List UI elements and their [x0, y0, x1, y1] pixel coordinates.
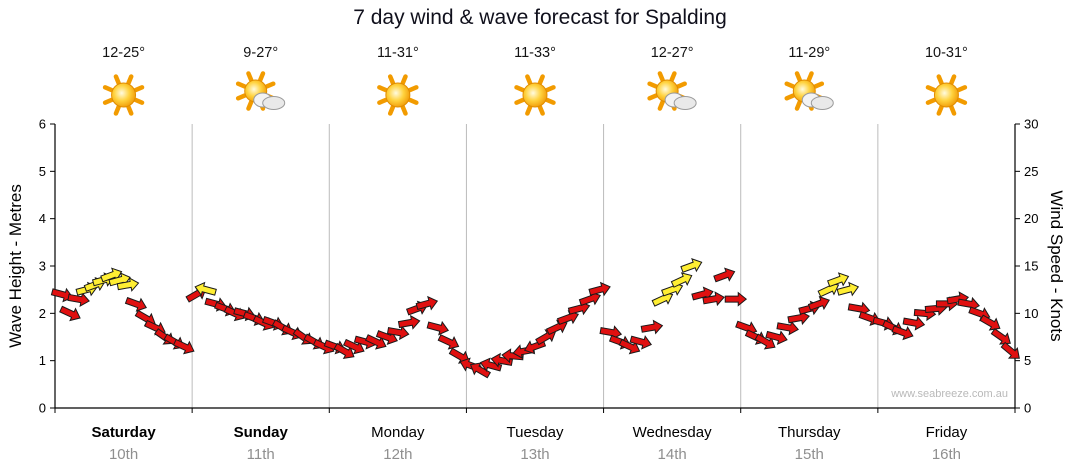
day-name: Sunday	[234, 424, 289, 441]
right-tick-label: 10	[1024, 306, 1038, 321]
wind-arrow	[59, 305, 81, 322]
day-name: Thursday	[778, 424, 841, 441]
wind-arrow	[599, 325, 623, 341]
day-name: Tuesday	[507, 424, 564, 441]
right-axis-label: Wind Speed - Knots	[1047, 190, 1066, 342]
chart-title: 7 day wind & wave forecast for Spalding	[353, 6, 727, 29]
day-column-wednesday: 12-27° Wednesday 14th	[633, 45, 712, 463]
wind-arrow	[116, 277, 140, 292]
day-column-friday: 10-31° Friday 16th	[925, 45, 968, 463]
left-axis-label: Wave Height - Metres	[6, 184, 25, 348]
wind-arrow	[172, 338, 195, 355]
right-tick-label: 0	[1024, 401, 1031, 416]
left-tick-label: 2	[39, 306, 46, 321]
right-tick-label: 30	[1024, 117, 1038, 132]
right-tick-label: 5	[1024, 353, 1031, 368]
left-tick-label: 3	[39, 259, 46, 274]
sun-icon	[514, 74, 556, 116]
wind-arrow	[386, 325, 410, 341]
wind-arrow	[629, 335, 652, 350]
day-date: 11th	[247, 446, 275, 463]
wind-arrow	[640, 319, 664, 335]
wind-arrow	[618, 338, 641, 355]
day-temp-range: 11-33°	[514, 45, 556, 61]
day-date: 15th	[795, 446, 824, 463]
day-temp-range: 9-27°	[243, 45, 278, 61]
left-tick-label: 1	[39, 353, 46, 368]
day-date: 14th	[658, 446, 687, 463]
wind-arrow	[469, 362, 491, 379]
wind-arrow	[364, 334, 387, 350]
wind-arrow	[342, 338, 365, 355]
day-name: Friday	[926, 424, 968, 441]
cloud-icon	[664, 92, 697, 110]
wind-arrow	[415, 295, 439, 311]
wind-arrow	[902, 315, 926, 331]
day-date: 12th	[383, 446, 412, 463]
cloud-icon	[253, 92, 286, 110]
right-tick-label: 15	[1024, 259, 1038, 274]
sun-icon	[102, 74, 145, 116]
cloud-icon	[801, 92, 834, 110]
watermark: www.seabreeze.com.au	[891, 388, 1008, 400]
wind-arrow	[702, 291, 725, 307]
wind-arrow	[426, 320, 450, 336]
wind-arrow	[397, 314, 421, 330]
day-column-saturday: 12-25° Saturday 10th	[91, 45, 156, 463]
left-tick-label: 6	[39, 117, 46, 132]
wind-arrow	[670, 272, 693, 288]
wind-arrow	[713, 267, 736, 283]
wind-arrow	[724, 291, 748, 307]
day-date: 10th	[109, 446, 138, 463]
wind-arrow	[588, 281, 611, 297]
day-column-monday: 11-31° Monday 12th	[371, 45, 425, 463]
wind-arrow	[479, 357, 503, 373]
sun-icon	[377, 74, 419, 116]
wind-arrow	[67, 292, 90, 308]
wind-arrow	[124, 296, 147, 312]
sun-icon	[925, 74, 968, 116]
day-temp-range: 12-25°	[102, 45, 145, 61]
wind-arrow	[754, 333, 776, 350]
wind-arrow	[437, 334, 460, 350]
wind-arrow	[807, 295, 830, 311]
day-column-thursday: 11-29° Thursday 15th	[778, 45, 841, 463]
day-temp-range: 12-27°	[651, 45, 694, 61]
left-tick-label: 4	[39, 211, 46, 226]
left-tick-label: 5	[39, 164, 46, 179]
wind-arrow	[680, 258, 703, 273]
day-date: 16th	[932, 446, 961, 463]
wind-arrow	[836, 281, 860, 297]
day-name: Monday	[371, 424, 425, 441]
wind-arrow	[776, 320, 799, 336]
day-column-sunday: 9-27° Sunday 11th	[234, 45, 289, 463]
wind-arrow	[1000, 341, 1020, 359]
day-name: Wednesday	[633, 424, 712, 441]
left-tick-label: 0	[39, 401, 46, 416]
right-tick-label: 25	[1024, 164, 1038, 179]
day-temp-range: 11-31°	[377, 45, 419, 61]
sun-icon	[235, 71, 276, 111]
wind-arrow	[891, 325, 914, 341]
wind-arrow	[194, 281, 217, 297]
day-temp-range: 11-29°	[788, 45, 830, 61]
wind-arrow	[827, 272, 850, 288]
right-tick-label: 20	[1024, 211, 1038, 226]
day-date: 13th	[520, 446, 549, 463]
wind-arrow	[765, 330, 788, 345]
day-temp-range: 10-31°	[925, 45, 968, 61]
day-column-tuesday: 11-33° Tuesday 13th	[507, 45, 564, 463]
wind-arrow	[333, 342, 355, 359]
day-name: Saturday	[91, 424, 156, 441]
